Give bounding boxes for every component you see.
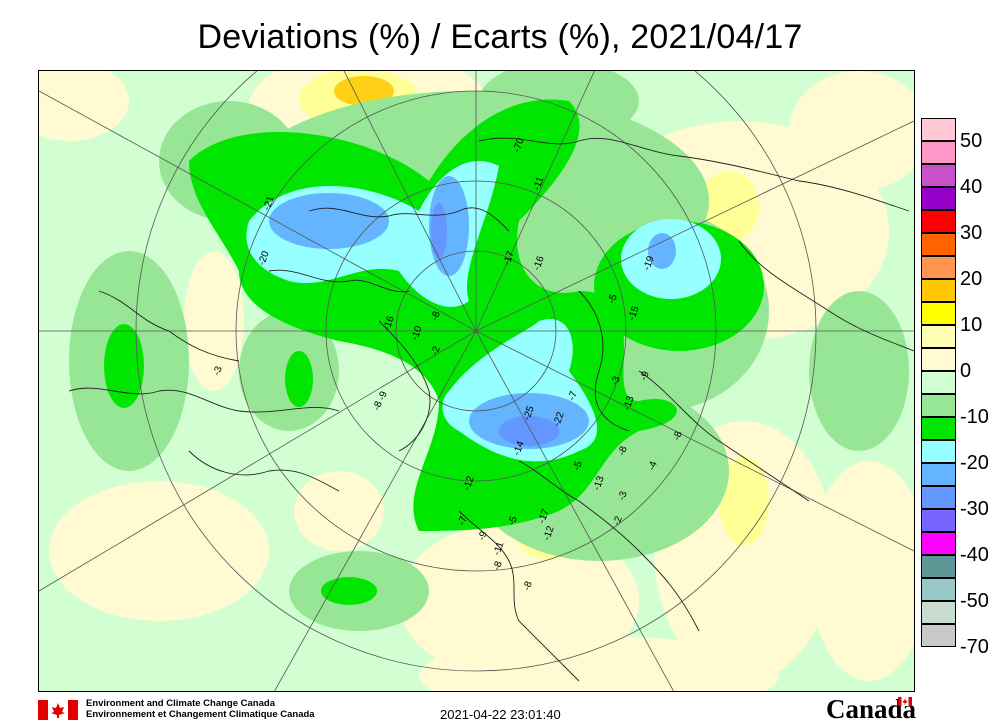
station-value: -13 <box>591 474 606 492</box>
legend-swatch <box>921 532 956 555</box>
legend-swatch <box>921 509 956 532</box>
legend-swatch <box>921 417 956 440</box>
legend-swatch <box>921 210 956 233</box>
station-value: -5 <box>606 292 620 305</box>
legend-swatch <box>921 325 956 348</box>
legend-swatch <box>921 624 956 647</box>
station-value: -10 <box>409 324 424 342</box>
station-value: -3 <box>211 364 225 377</box>
legend-label: -30 <box>960 498 989 520</box>
station-value: -16 <box>531 254 546 272</box>
station-value: -9 <box>376 389 390 402</box>
legend-swatch <box>921 348 956 371</box>
station-value: -8 <box>616 444 630 457</box>
generated-timestamp: 2021-04-22 23:01:40 <box>440 707 561 722</box>
station-value: -2 <box>611 514 625 527</box>
agency-name-en: Environment and Climate Change Canada <box>86 698 275 709</box>
legend-swatch <box>921 394 956 417</box>
legend-label: 10 <box>960 314 983 336</box>
station-value: -12 <box>541 524 556 542</box>
station-value: -14 <box>511 439 526 457</box>
canada-flag-icon <box>38 700 78 720</box>
station-value: -8 <box>521 579 535 592</box>
station-labels: -70 -11 -21 -20 -17 -16 -19 -5 -15 -3 -9 -16 -10 -2 -8… <box>211 136 685 592</box>
station-value: -7 <box>566 389 580 402</box>
station-value: -3 <box>616 489 630 502</box>
legend-label: 40 <box>960 176 983 198</box>
station-value: -12 <box>461 474 476 492</box>
graticule <box>39 71 914 691</box>
station-value: -8 <box>491 559 505 572</box>
station-value: -11 <box>531 175 546 192</box>
legend-swatch <box>921 555 956 578</box>
agency-name: Environment and Climate Change Canada En… <box>86 698 315 720</box>
legend-swatch <box>921 256 956 279</box>
legend-label: 30 <box>960 222 983 244</box>
station-value: -16 <box>381 314 396 332</box>
legend-swatch <box>921 578 956 601</box>
station-value: -17 <box>536 507 551 525</box>
station-value: -2 <box>429 344 443 357</box>
legend-swatch <box>921 463 956 486</box>
legend-swatch <box>921 187 956 210</box>
legend-swatch <box>921 486 956 509</box>
station-value: -9 <box>476 529 490 542</box>
legend-label: 50 <box>960 130 983 152</box>
station-value: -4 <box>646 459 660 472</box>
deviation-map-canvas: -70 -11 -21 -20 -17 -16 -19 -5 -15 -3 -9 -16 -10 -2 -8… <box>39 71 914 691</box>
wordmark-flag-icon <box>898 697 912 706</box>
station-value: -22 <box>551 410 566 428</box>
legend-swatch <box>921 601 956 624</box>
station-value: -3 <box>609 374 623 387</box>
map-title: Deviations (%) / Ecarts (%), 2021/04/17 <box>197 18 803 56</box>
legend-label: -20 <box>960 452 989 474</box>
station-value: -15 <box>626 304 641 322</box>
legend-swatch <box>921 164 956 187</box>
color-legend: 50 40 30 20 10 0 -10 -20 -30 -40 -50 -70 <box>921 118 1000 658</box>
station-value: -8 <box>429 309 443 322</box>
legend-swatch <box>921 141 956 164</box>
legend-swatch <box>921 440 956 463</box>
station-value: -5 <box>506 514 520 527</box>
station-value: -7 <box>456 514 470 527</box>
legend-swatch <box>921 118 956 141</box>
station-value: -21 <box>261 194 276 212</box>
station-value: -9 <box>638 369 652 382</box>
legend-swatch <box>921 371 956 394</box>
legend-label: -10 <box>960 406 989 428</box>
legend-label: 20 <box>960 268 983 290</box>
station-value: -8 <box>371 399 385 412</box>
deviation-map[interactable]: -70 -11 -21 -20 -17 -16 -19 -5 -15 -3 -9 -16 -10 -2 -8… <box>38 70 915 692</box>
legend-swatch <box>921 233 956 256</box>
station-value: -19 <box>641 254 656 272</box>
legend-swatch <box>921 279 956 302</box>
positive-high-regions <box>334 76 394 106</box>
station-value: -70 <box>511 136 526 154</box>
agency-name-fr: Environnement et Changement Climatique C… <box>86 709 315 720</box>
station-value: -5 <box>571 459 585 472</box>
station-value: -8 <box>671 429 685 442</box>
negative-extreme-regions <box>431 203 559 446</box>
legend-swatch <box>921 302 956 325</box>
station-value: -11 <box>491 540 506 557</box>
legend-label: 0 <box>960 360 972 382</box>
station-value: -20 <box>256 249 271 267</box>
legend-label: -40 <box>960 544 989 566</box>
legend-label: -70 <box>960 636 989 658</box>
station-value: -13 <box>621 394 636 412</box>
station-value: -25 <box>521 404 536 422</box>
station-value: -17 <box>501 249 516 267</box>
coastlines <box>68 137 914 682</box>
legend-label: -50 <box>960 590 989 612</box>
